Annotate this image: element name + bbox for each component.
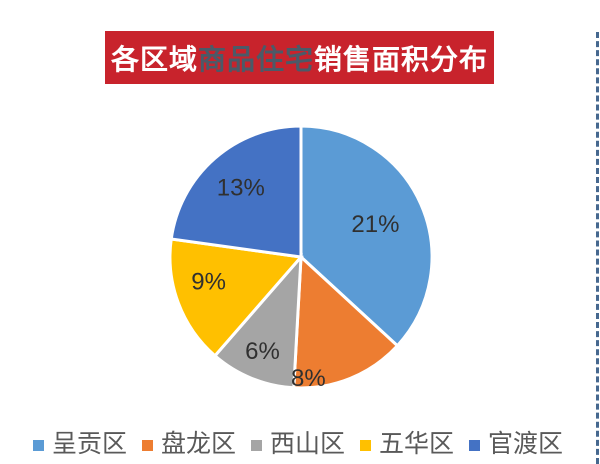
legend-label: 官渡区 xyxy=(488,429,564,458)
pie-slice-五华区[interactable] xyxy=(168,237,304,358)
chart-title-banner: 各区域 商品住宅 销售面积分布 xyxy=(105,31,494,84)
chart-title-part-3: 销售面积分布 xyxy=(314,43,489,75)
page-break-dashed-line xyxy=(596,32,599,464)
legend: 呈贡区 盘龙区 西山区 五华区 官渡区 xyxy=(0,426,596,462)
pie-slice-西山区[interactable] xyxy=(212,252,303,390)
pie-data-label-盘龙区: 8% xyxy=(291,365,326,392)
legend-swatch-icon xyxy=(469,440,481,451)
legend-swatch-icon xyxy=(141,440,153,451)
pie-data-label-呈贡区: 21% xyxy=(351,211,399,238)
legend-swatch-icon xyxy=(250,440,262,451)
legend-label: 盘龙区 xyxy=(160,429,236,458)
legend-swatch-icon xyxy=(360,440,371,451)
legend-item-盘龙区[interactable]: 盘龙区 xyxy=(141,429,236,458)
chart-title-part-2: 商品住宅 xyxy=(197,43,314,75)
legend-label: 西山区 xyxy=(269,429,345,458)
legend-swatch-icon xyxy=(32,440,44,451)
legend-item-官渡区[interactable]: 官渡区 xyxy=(469,429,564,458)
pie-data-label-西山区: 6% xyxy=(245,338,280,365)
pie-data-label-五华区: 9% xyxy=(191,268,226,295)
pie-slice-呈贡区[interactable] xyxy=(299,124,434,348)
legend-label: 五华区 xyxy=(379,429,455,458)
pie-slice-官渡区[interactable] xyxy=(169,124,303,259)
pie-chart: 21% 8% 6% 9% 13% xyxy=(151,107,451,407)
pie-chart-svg: 21% 8% 6% 9% 13% xyxy=(168,124,434,392)
legend-label: 呈贡区 xyxy=(51,429,127,458)
legend-item-呈贡区[interactable]: 呈贡区 xyxy=(32,429,127,458)
pie-data-label-官渡区: 13% xyxy=(217,174,265,201)
legend-item-五华区[interactable]: 五华区 xyxy=(360,429,455,458)
legend-item-西山区[interactable]: 西山区 xyxy=(250,429,345,458)
chart-title-part-1: 各区域 xyxy=(110,43,198,75)
pie-slice-盘龙区[interactable] xyxy=(292,253,400,390)
